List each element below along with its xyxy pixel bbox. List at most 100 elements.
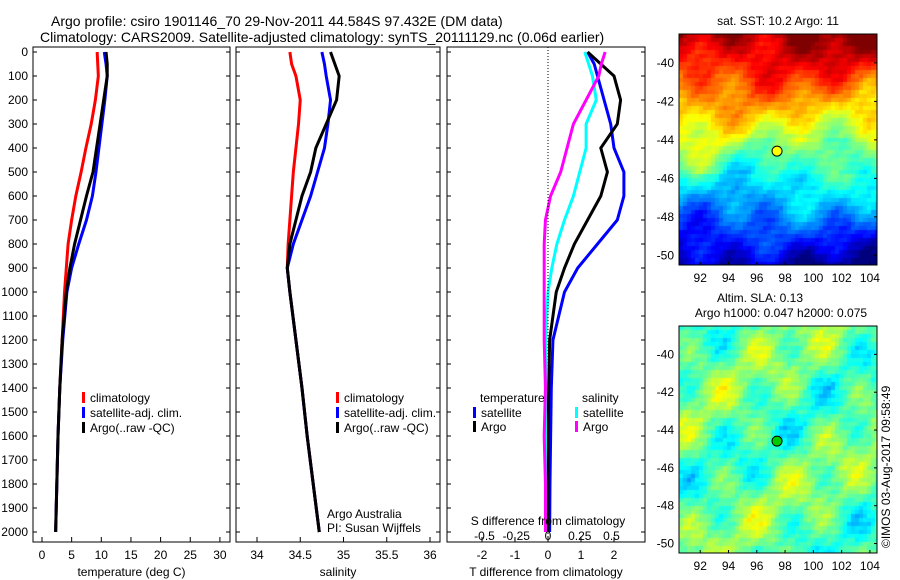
map-frame bbox=[678, 325, 878, 554]
y-tick-label: 800 bbox=[8, 237, 28, 251]
series-line-argo-raw-qc- bbox=[54, 51, 109, 533]
x-tick-label: 35 bbox=[337, 548, 351, 562]
y-tick-label: 1100 bbox=[2, 309, 28, 323]
pi-name: PI: Susan Wijffels bbox=[327, 521, 421, 535]
lon-tick-label: 98 bbox=[778, 559, 792, 573]
x-tick-label-2: 0 bbox=[545, 529, 552, 543]
lat-tick-label: -42 bbox=[657, 94, 675, 108]
legend-header: salinity bbox=[582, 391, 619, 405]
lon-tick-label: 104 bbox=[860, 271, 880, 285]
panel-frame-0 bbox=[32, 46, 231, 543]
x-tick-label: 36 bbox=[423, 548, 437, 562]
series-line-climatology bbox=[285, 51, 321, 533]
x-tick-label: 1 bbox=[578, 548, 585, 562]
series-line-climatology bbox=[54, 51, 100, 533]
argo-position-marker bbox=[771, 435, 783, 447]
y-tick-label: 700 bbox=[8, 213, 28, 227]
x-axis-label: temperature (deg C) bbox=[77, 565, 185, 579]
x-tick-label: 0 bbox=[545, 548, 552, 562]
x-tick-label: 20 bbox=[154, 548, 168, 562]
x-tick-label: 34.5 bbox=[289, 548, 313, 562]
argo-position-marker bbox=[771, 145, 783, 157]
x-axis-label: salinity bbox=[320, 565, 357, 579]
x-tick-label: 2 bbox=[611, 548, 618, 562]
panel-frame-2 bbox=[446, 46, 646, 543]
x-tick-label-2: 0.25 bbox=[568, 529, 592, 543]
series-line-salinity-satellite bbox=[543, 51, 598, 532]
x-tick-label: 10 bbox=[95, 548, 109, 562]
legend-label: climatology bbox=[344, 391, 404, 405]
lon-tick-label: 92 bbox=[694, 559, 708, 573]
title-line-1: Argo profile: csiro 1901146_70 29-Nov-20… bbox=[51, 13, 503, 29]
y-tick-label: 500 bbox=[8, 165, 28, 179]
lon-tick-label: 92 bbox=[694, 271, 708, 285]
lon-tick-label: 100 bbox=[803, 559, 823, 573]
x-tick-label: 5 bbox=[68, 548, 75, 562]
lat-tick-label: -50 bbox=[657, 248, 675, 262]
x-axis-label: T difference from climatology bbox=[469, 565, 623, 579]
lon-tick-label: 94 bbox=[722, 271, 736, 285]
legend-label: Argo(..raw -QC) bbox=[90, 421, 175, 435]
map-title: Altim. SLA: 0.13 bbox=[717, 291, 803, 305]
y-tick-label: 1300 bbox=[1, 357, 28, 371]
lat-tick-label: -46 bbox=[657, 171, 675, 185]
y-tick-label: 1400 bbox=[1, 381, 28, 395]
x-tick-label: 15 bbox=[124, 548, 138, 562]
legend-label: satellite bbox=[481, 406, 522, 420]
x-tick-label: 0 bbox=[39, 548, 46, 562]
y-tick-label: 1600 bbox=[1, 429, 28, 443]
x-tick-label: 35.5 bbox=[375, 548, 399, 562]
lon-tick-label: 94 bbox=[722, 559, 736, 573]
y-tick-label: 1800 bbox=[1, 477, 28, 491]
legend-label: Argo bbox=[583, 420, 609, 434]
y-tick-label: 300 bbox=[8, 117, 28, 131]
legend-label: satellite-adj. clim. bbox=[90, 406, 182, 420]
legend-label: satellite bbox=[583, 406, 624, 420]
series-line-argo-raw-qc- bbox=[285, 51, 341, 533]
panel-frame-1 bbox=[235, 46, 441, 543]
y-tick-label: 400 bbox=[8, 141, 28, 155]
map-frame bbox=[678, 33, 878, 266]
lat-tick-label: -40 bbox=[657, 56, 675, 70]
legend-label: climatology bbox=[90, 391, 150, 405]
map-title: sat. SST: 10.2 Argo: 11 bbox=[717, 14, 839, 28]
legend-swatch bbox=[575, 421, 578, 432]
y-tick-label: 1500 bbox=[1, 405, 28, 419]
x-tick-label: 25 bbox=[184, 548, 198, 562]
lat-tick-label: -48 bbox=[657, 499, 675, 513]
legend-label: satellite-adj. clim. bbox=[344, 406, 436, 420]
y-tick-label: 200 bbox=[8, 93, 28, 107]
lat-tick-label: -48 bbox=[657, 210, 675, 224]
lat-tick-label: -44 bbox=[657, 423, 675, 437]
lat-tick-label: -42 bbox=[657, 385, 675, 399]
legend-swatch bbox=[82, 422, 85, 433]
legend-swatch bbox=[336, 407, 339, 418]
lon-tick-label: 98 bbox=[778, 271, 792, 285]
lat-tick-label: -44 bbox=[657, 133, 675, 147]
map-subtitle: Argo h1000: 0.047 h2000: 0.075 bbox=[695, 306, 867, 320]
x-tick-label-2: -0.25 bbox=[503, 529, 531, 543]
lat-tick-label: -50 bbox=[657, 537, 675, 551]
legend-swatch bbox=[336, 422, 339, 433]
x-tick-label: -2 bbox=[477, 548, 488, 562]
watermark: ©IMOS 03-Aug-2017 09:58:49 bbox=[879, 385, 893, 548]
legend-swatch bbox=[473, 421, 476, 432]
title-line-2: Climatology: CARS2009. Satellite-adjuste… bbox=[40, 29, 605, 45]
y-tick-label: 600 bbox=[8, 189, 28, 203]
legend-swatch bbox=[336, 392, 339, 403]
legend-swatch bbox=[82, 392, 85, 403]
x-tick-label: 34 bbox=[250, 548, 264, 562]
lon-tick-label: 104 bbox=[860, 559, 880, 573]
legend-label: Argo(..raw -QC) bbox=[344, 421, 429, 435]
y-tick-label: 100 bbox=[8, 69, 28, 83]
y-tick-label: 1200 bbox=[1, 333, 28, 347]
x-tick-label-2: -0.5 bbox=[474, 529, 495, 543]
legend-swatch bbox=[575, 407, 578, 418]
x-tick-label-2: 0.5 bbox=[603, 529, 620, 543]
lon-tick-label: 102 bbox=[832, 271, 852, 285]
y-tick-label: 900 bbox=[8, 261, 28, 275]
x-tick-label: -1 bbox=[510, 548, 521, 562]
lon-tick-label: 96 bbox=[750, 271, 764, 285]
